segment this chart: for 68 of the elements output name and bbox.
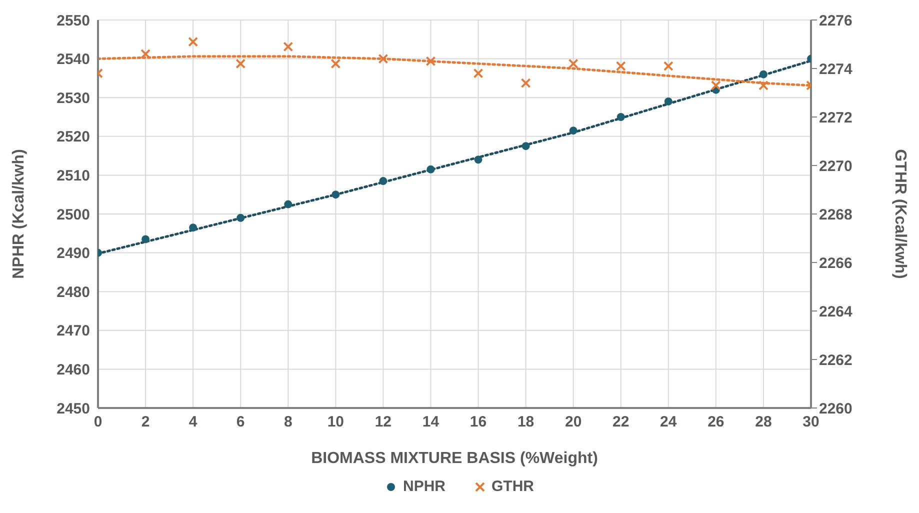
y2-tick-label: 2276 [819,12,852,30]
point [759,70,768,78]
point [284,200,292,208]
point [426,56,436,66]
y-tick-label: 2510 [56,168,90,185]
x-tick-label: 12 [374,414,392,431]
point [236,214,245,222]
point [474,156,482,164]
point [379,177,388,186]
point [330,58,341,69]
point [378,54,388,64]
point [473,68,484,78]
y2-tick-label: 2262 [819,352,852,369]
y2-tick-label: 2272 [819,109,852,126]
y-tick-label: 2500 [56,206,90,224]
legend-label: GTHR [492,478,534,495]
x-tick-label: 28 [755,414,772,431]
x-tick-label: 16 [470,414,487,431]
x-tick-label: 24 [660,414,678,431]
point [522,142,530,150]
point [663,61,674,72]
y2-tick-label: 2268 [819,206,852,224]
y-tick-label: 2540 [56,51,90,68]
legend-label: NPHR [402,478,446,495]
x-tick-label: 10 [327,414,344,431]
y2-tick-label: 2264 [819,303,854,320]
x-tick-label: 14 [422,414,440,431]
x-tick-label: 6 [236,414,245,431]
y-tick-label: 2490 [56,245,90,262]
point [616,113,625,121]
point [568,58,578,69]
y2-tick-label: 2266 [819,254,852,272]
point [710,80,721,90]
y-tick-label: 2530 [56,90,90,107]
y-tick-label: 2460 [56,362,90,379]
point [140,48,151,59]
point [189,224,198,232]
y-tick-label: 2520 [56,128,90,146]
point [664,97,672,106]
x-tick-label: 30 [802,414,820,431]
y-axis-title: NPHR (Kcal/kwh) [10,149,28,279]
y2-tick-label: 2274 [819,60,854,78]
x-tick-label: 0 [94,414,102,431]
y2-axis-title: GTHR (Kcal/kwh) [891,149,908,279]
y-tick-label: 2550 [56,12,90,30]
y-tick-label: 2450 [56,400,90,418]
y-tick-label: 2470 [56,322,90,340]
point [188,36,198,47]
x-tick-label: 4 [188,414,198,431]
point [616,61,626,72]
x-tick-label: 20 [564,414,582,431]
point [569,126,578,135]
point [332,190,340,199]
x-tick-label: 2 [141,414,150,431]
y-tick-label: 2480 [56,284,90,301]
point [426,165,435,174]
x-tick-label: 18 [517,414,534,431]
point [283,42,294,52]
point [236,58,246,69]
y2-tick-label: 2270 [819,158,852,175]
point [142,235,150,244]
point [520,78,531,88]
x-tick-label: 26 [708,414,724,431]
x-axis-title: BIOMASS MIXTURE BASIS (%Weight) [311,450,598,467]
point [758,80,768,90]
x-tick-label: 22 [612,414,630,431]
x-tick-label: 8 [284,414,292,431]
y2-tick-label: 2260 [819,400,852,418]
